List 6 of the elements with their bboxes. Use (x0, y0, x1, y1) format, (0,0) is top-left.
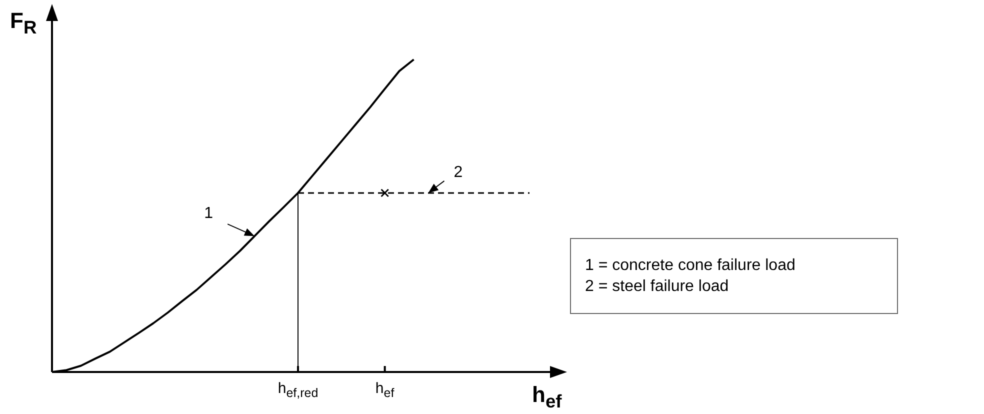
y-axis-title: F$_{R}$ (10, 8, 37, 38)
annotation: 2 (454, 164, 463, 182)
annotation: 1 (204, 205, 214, 224)
text: 2 = steel failure load (585, 277, 730, 297)
text: 1 = concrete cone failure load (585, 256, 796, 276)
x-tick-label: h$_{ef,red}$ (278, 380, 318, 400)
